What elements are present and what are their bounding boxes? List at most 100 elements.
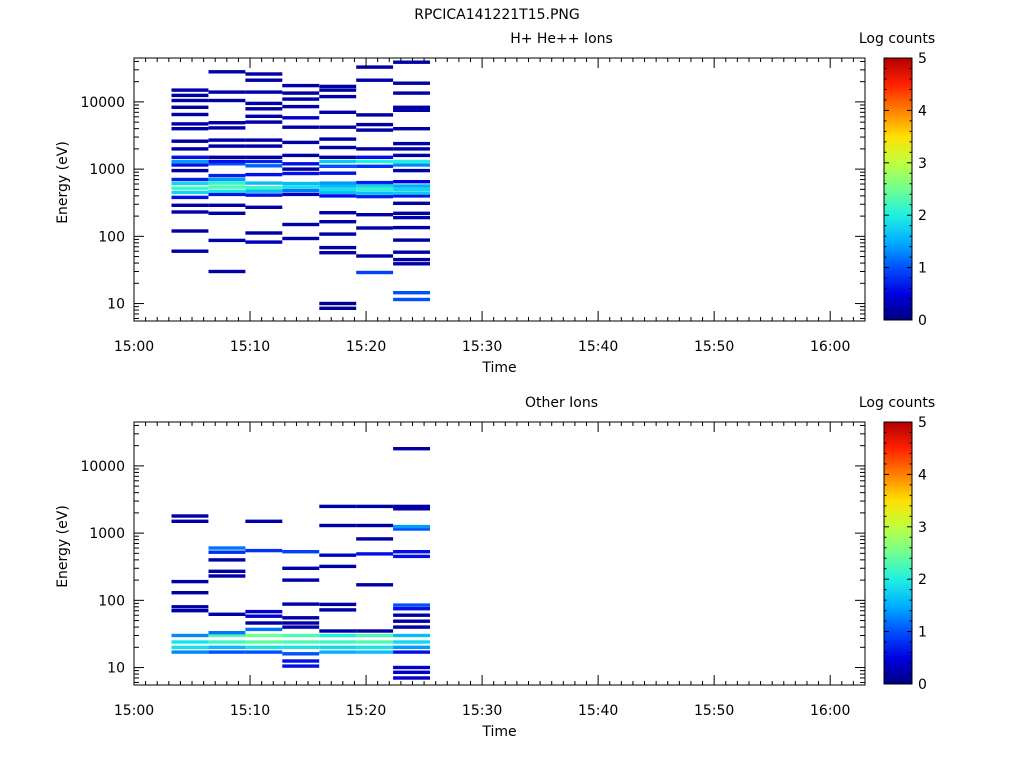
heatmap-cell: [282, 97, 320, 101]
heatmap-cell: [171, 579, 209, 584]
heatmap-cell: [356, 645, 394, 649]
heatmap-cell: [282, 222, 320, 227]
heatmap-cell: [356, 226, 394, 230]
y-tick-label: 100: [98, 593, 125, 609]
heatmap-cell: [393, 554, 430, 559]
heatmap-cell: [208, 631, 246, 635]
heatmap-cell: [319, 155, 357, 159]
heatmap-cell: [171, 177, 209, 182]
x-tick-label: 15:10: [230, 339, 270, 355]
heatmap-cell: [393, 187, 430, 192]
heatmap-cell: [245, 548, 283, 553]
heatmap-cell: [319, 251, 357, 255]
x-axis-label: Time: [481, 360, 516, 376]
heatmap-cell: [208, 574, 246, 578]
heatmap-cell: [171, 112, 209, 117]
heatmap-cell: [356, 128, 394, 132]
heatmap-cell: [245, 114, 283, 118]
heatmap-cell: [282, 625, 320, 629]
heatmap-cell: [356, 537, 394, 541]
heatmap-cell: [171, 591, 209, 595]
heatmap-cell: [393, 603, 430, 607]
heatmap-cell: [208, 159, 246, 164]
heatmap-cell: [208, 203, 246, 207]
heatmap-cell: [356, 65, 394, 69]
heatmap-cell: [245, 519, 283, 523]
heatmap-cell: [356, 552, 394, 556]
heatmap-cell: [245, 72, 283, 76]
heatmap-cell: [393, 670, 430, 674]
colorbar-label: Log counts: [859, 31, 935, 47]
heatmap-cell: [282, 566, 320, 570]
heatmap-cell: [393, 645, 430, 649]
heatmap-cell: [393, 141, 430, 146]
heatmap-cell: [282, 645, 320, 649]
heatmap-cell: [171, 633, 209, 638]
heatmap-cell: [208, 138, 246, 142]
heatmap-cell: [282, 616, 320, 620]
heatmap-cell: [356, 113, 394, 117]
colorbar-tick-label: 4: [918, 467, 927, 483]
heatmap-cell: [208, 558, 246, 562]
heatmap-cell: [393, 640, 430, 644]
heatmap-cell: [393, 168, 430, 173]
heatmap-cell: [319, 245, 357, 250]
heatmap-cell: [208, 192, 246, 197]
heatmap-cell: [171, 181, 209, 186]
heatmap-cell: [319, 220, 357, 224]
x-tick-label: 15:30: [462, 339, 502, 355]
heatmap-cell: [245, 627, 283, 632]
heatmap-cell: [319, 94, 357, 99]
heatmap-cell: [393, 153, 430, 158]
heatmap-cell: [171, 168, 209, 173]
y-axis-label: Energy (eV): [55, 141, 71, 224]
heatmap-cell: [171, 640, 209, 644]
heatmap-cell: [208, 121, 246, 125]
heatmap-cell: [393, 504, 430, 509]
heatmap-cell: [245, 650, 283, 654]
heatmap-cell: [245, 120, 283, 124]
heatmap-cell: [319, 159, 357, 164]
heatmap-cell: [171, 139, 209, 143]
heatmap-cell: [356, 640, 394, 644]
heatmap-cell: [208, 238, 246, 243]
colorbar-tick-label: 0: [918, 313, 927, 329]
heatmap-cell: [245, 621, 283, 625]
heatmap-cell: [245, 78, 283, 82]
x-tick-label: 15:00: [114, 339, 154, 355]
heatmap-cell: [319, 553, 357, 557]
heatmap-cell: [319, 137, 357, 141]
heatmap-cell: [208, 633, 246, 638]
heatmap-cell: [393, 211, 430, 215]
panel-title: Other Ions: [525, 395, 598, 411]
heatmap-cell: [393, 215, 430, 220]
heatmap-cell: [393, 147, 430, 151]
x-tick-label: 15:00: [114, 703, 154, 719]
heatmap-cell: [319, 602, 357, 607]
heatmap-cell: [319, 171, 357, 175]
x-tick-label: 15:20: [346, 703, 386, 719]
x-tick-label: 15:10: [230, 703, 270, 719]
heatmap-cell: [282, 125, 320, 129]
heatmap-cell: [245, 159, 283, 164]
heatmap-cell: [245, 186, 283, 190]
heatmap-cell: [245, 614, 283, 618]
heatmap-cell: [282, 621, 320, 625]
heatmap-cell: [208, 144, 246, 148]
heatmap-cell: [393, 180, 430, 184]
heatmap-cell: [282, 192, 320, 197]
heatmap-cell: [208, 98, 246, 103]
colorbar-label: Log counts: [859, 395, 935, 411]
heatmap-cell: [208, 155, 246, 159]
heatmap-cells: [171, 60, 430, 310]
heatmap-cell: [319, 640, 357, 644]
heatmap-cell: [171, 98, 209, 103]
colorbar-tick-label: 1: [918, 625, 927, 641]
heatmap-cell: [208, 211, 246, 215]
heatmap-cells: [171, 447, 430, 680]
heatmap-cell: [208, 70, 246, 74]
heatmap-cell: [393, 201, 430, 205]
heatmap-cell: [393, 507, 430, 511]
heatmap-cell: [319, 187, 357, 192]
heatmap-cell: [393, 194, 430, 198]
